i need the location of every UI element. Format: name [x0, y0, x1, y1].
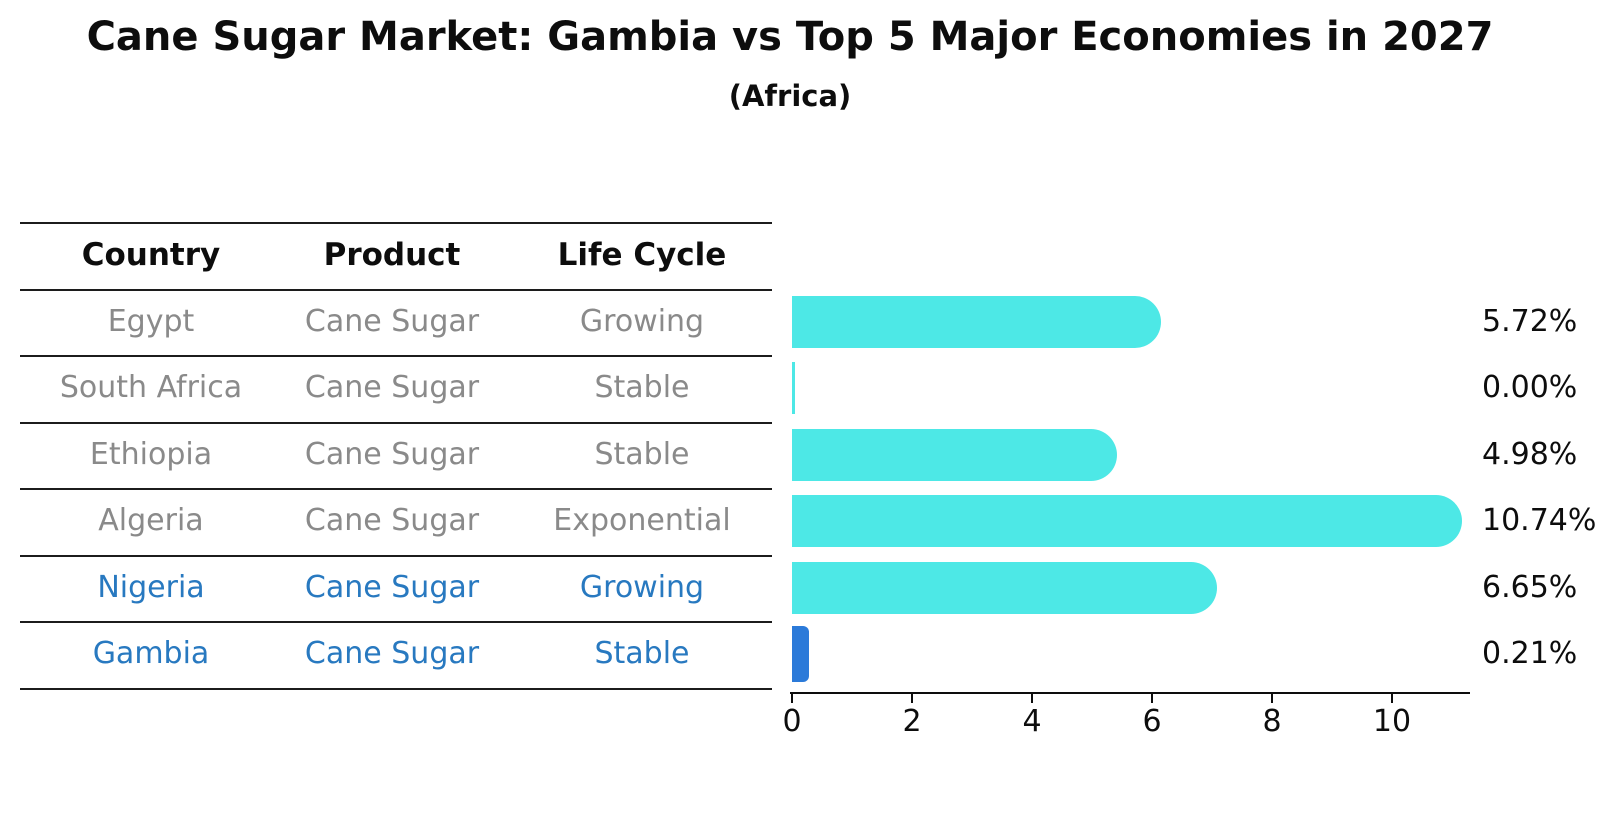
value-label-gambia: 0.21% [1482, 636, 1578, 672]
value-label-nigeria: 6.65% [1482, 569, 1578, 605]
x-tick-label-6: 6 [1142, 704, 1162, 739]
cell-gambia-product: Cane Sugar [304, 636, 480, 672]
chart-title: Cane Sugar Market: Gambia vs Top 5 Major… [86, 14, 1494, 60]
cell-egypt-life-cycle: Growing [579, 303, 705, 339]
cell-south-africa-country: South Africa [59, 370, 243, 406]
bar-algeria [792, 495, 1463, 547]
x-axis-line [790, 692, 1470, 694]
x-tick-label-4: 4 [1022, 704, 1042, 739]
bar-nigeria [792, 561, 1217, 614]
cell-ethiopia-country: Ethiopia [89, 436, 213, 472]
cell-algeria-product: Cane Sugar [304, 503, 480, 539]
bar-egypt [792, 295, 1162, 348]
table-line [20, 554, 772, 557]
table-line [20, 421, 772, 424]
value-label-egypt: 5.72% [1482, 303, 1578, 339]
cell-ethiopia-life-cycle: Stable [594, 436, 690, 472]
cell-south-africa-life-cycle: Stable [594, 370, 690, 406]
x-tick-label-0: 0 [782, 704, 802, 739]
column-header-country: Country [81, 237, 221, 274]
table-line [20, 687, 772, 690]
cell-ethiopia-product: Cane Sugar [304, 436, 480, 472]
bar-gambia [792, 626, 809, 682]
cell-algeria-life-cycle: Exponential [553, 503, 731, 539]
column-header-product: Product [323, 237, 461, 274]
value-label-ethiopia: 4.98% [1482, 436, 1578, 472]
x-tick-label-8: 8 [1262, 704, 1282, 739]
column-header-life-cycle: Life Cycle [557, 237, 727, 274]
cell-egypt-product: Cane Sugar [304, 303, 480, 339]
x-tick [1151, 694, 1153, 703]
chart-subtitle: (Africa) [728, 79, 852, 113]
value-label-south-africa: 0.00% [1482, 370, 1578, 406]
cell-gambia-country: Gambia [92, 636, 210, 672]
table-line [20, 288, 772, 291]
cell-egypt-country: Egypt [107, 303, 195, 339]
cell-south-africa-product: Cane Sugar [304, 370, 480, 406]
x-tick-label-10: 10 [1372, 704, 1412, 739]
x-tick [911, 694, 913, 703]
cell-nigeria-life-cycle: Growing [579, 569, 705, 605]
cell-algeria-country: Algeria [98, 503, 204, 539]
x-tick-label-2: 2 [902, 704, 922, 739]
cell-gambia-life-cycle: Stable [594, 636, 690, 672]
table-line [20, 488, 772, 490]
cell-nigeria-country: Nigeria [97, 569, 205, 605]
x-tick [791, 694, 793, 703]
bar-ethiopia [792, 428, 1117, 481]
x-tick [1271, 694, 1273, 703]
table-line [20, 621, 772, 623]
table-line [20, 222, 772, 224]
x-tick [1391, 694, 1393, 703]
table-line [20, 355, 772, 357]
cell-nigeria-product: Cane Sugar [304, 569, 480, 605]
value-label-algeria: 10.74% [1482, 503, 1597, 539]
bar-south-africa [792, 362, 795, 414]
x-tick [1031, 694, 1033, 703]
